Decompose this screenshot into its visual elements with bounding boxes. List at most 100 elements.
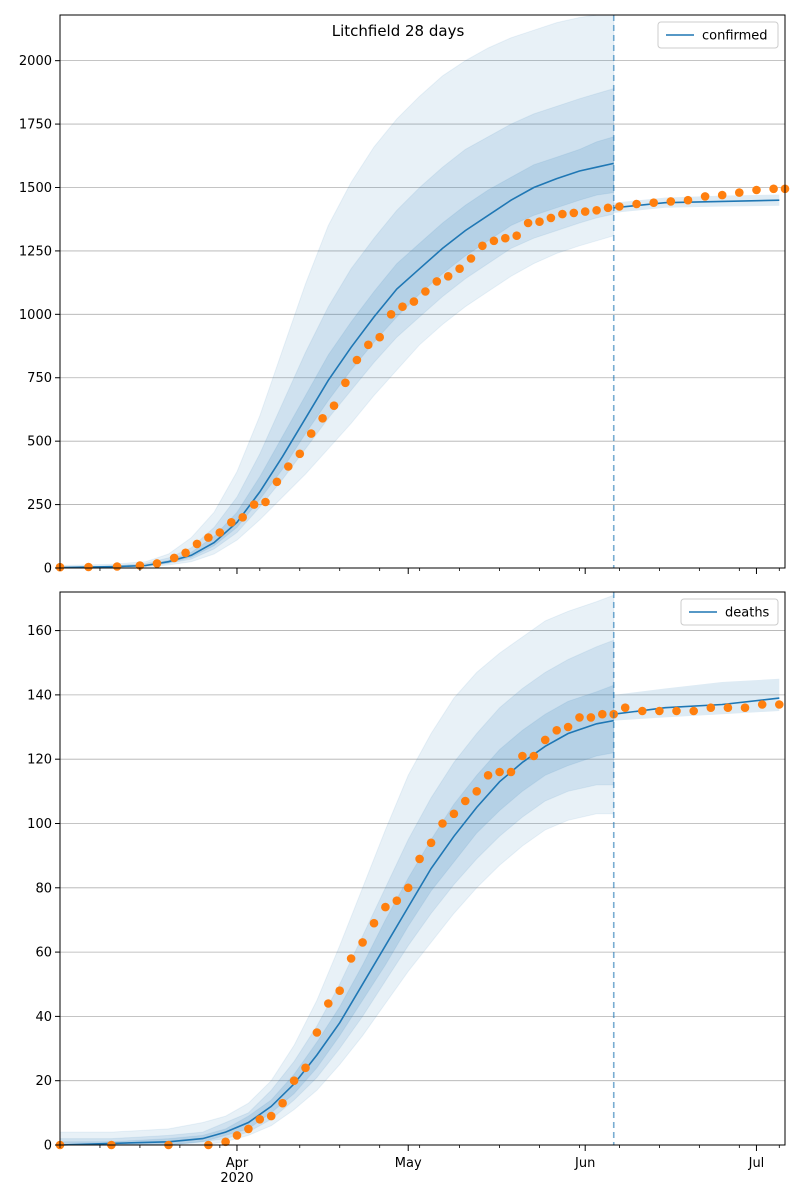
deaths-observed-point	[426, 838, 436, 848]
deaths-legend: deaths	[680, 598, 779, 626]
confirmed-observed-point	[169, 553, 179, 563]
confirmed-observed-point	[523, 218, 533, 228]
confirmed-plot-frame	[59, 14, 786, 569]
deaths-observed-point	[415, 854, 424, 864]
confirmed-observed-point	[558, 209, 567, 219]
confirmed-observed-point	[192, 539, 202, 549]
confirmed-observed-point	[443, 272, 453, 281]
deaths-y-tick-label: 40	[35, 1010, 52, 1025]
deaths-observed-point	[381, 902, 390, 912]
deaths-observed-point	[472, 787, 482, 796]
x-tick-label: Jul	[748, 1156, 765, 1171]
confirmed-observed-point	[227, 518, 236, 527]
confirmed-observed-point	[569, 208, 579, 218]
confirmed-y-tick-label: 1500	[19, 181, 52, 196]
confirmed-y-tick-label: 750	[27, 371, 52, 386]
deaths-observed-point	[232, 1131, 242, 1140]
confirmed-observed-point	[375, 332, 385, 342]
confirmed-observed-point	[717, 190, 727, 200]
x-tick-label: May	[395, 1156, 422, 1171]
deaths-observed-point	[518, 751, 527, 761]
deaths-observed-point	[563, 722, 573, 732]
deaths-observed-point	[655, 706, 664, 716]
deaths-y-tick-label: 20	[35, 1074, 52, 1089]
confirmed-observed-point	[306, 429, 316, 438]
confirmed-panel: 0 250 500 750 1000 1250 1500 1750 2000 confirmed	[19, 14, 790, 577]
confirmed-y-tick-label: 1250	[19, 244, 52, 259]
deaths-observed-point	[289, 1076, 299, 1085]
confirmed-legend: confirmed	[657, 21, 779, 49]
deaths-y-tick-label: 120	[27, 753, 52, 768]
deaths-observed-point	[312, 1028, 322, 1037]
deaths-observed-point	[723, 703, 733, 712]
deaths-observed-point	[221, 1137, 230, 1147]
confirmed-observed-point	[421, 287, 430, 296]
deaths-observed-point	[638, 706, 647, 716]
figure-title: Litchfield 28 days	[332, 22, 465, 40]
confirmed-observed-point	[455, 264, 464, 274]
confirmed-observed-point	[700, 192, 710, 201]
confirmed-observed-point	[318, 414, 327, 423]
confirmed-observed-points	[55, 184, 790, 572]
deaths-observed-point	[438, 819, 447, 828]
confirmed-observed-point	[649, 198, 658, 207]
deaths-y-tick-label: 160	[27, 624, 52, 639]
deaths-observed-point	[775, 700, 784, 709]
confirmed-observed-point	[592, 206, 601, 215]
x-year-label: 2020	[220, 1171, 253, 1186]
confirmed-observed-point	[295, 449, 305, 459]
deaths-observed-point	[255, 1115, 265, 1124]
deaths-y-tick-label: 100	[27, 817, 52, 832]
deaths-observed-point	[598, 709, 607, 719]
deaths-observed-point	[706, 703, 716, 712]
deaths-observed-point	[324, 999, 333, 1008]
confirmed-legend-box	[657, 21, 779, 49]
deaths-observed-point	[301, 1063, 310, 1073]
deaths-y-tick-label: 60	[35, 946, 52, 961]
confirmed-observed-point	[752, 185, 761, 195]
deaths-observed-point	[689, 706, 698, 716]
confirmed-observed-point	[398, 302, 407, 312]
deaths-observed-point	[620, 703, 630, 712]
confirmed-observed-point	[386, 310, 396, 319]
deaths-observed-point	[346, 954, 356, 963]
deaths-y-tick-label: 80	[35, 881, 52, 896]
confirmed-observed-point	[580, 207, 590, 216]
confirmed-observed-point	[769, 184, 778, 194]
confirmed-observed-point	[615, 202, 624, 211]
deaths-observed-point	[586, 713, 596, 722]
confirmed-observed-point	[84, 562, 93, 572]
confirmed-observed-point	[478, 241, 487, 251]
deaths-y-axis: 0 20 40 60 80 100 120 140 160	[27, 624, 60, 1154]
confirmed-observed-point	[249, 500, 259, 509]
confirmed-observed-point	[546, 213, 556, 223]
confirmed-observed-point	[261, 497, 270, 507]
confirmed-observed-point	[341, 378, 350, 388]
confirmed-observed-point	[666, 197, 676, 206]
deaths-observed-point	[575, 713, 584, 722]
deaths-observed-point	[244, 1124, 253, 1134]
confirmed-observed-point	[284, 462, 293, 471]
confirmed-observed-point	[466, 254, 476, 263]
deaths-legend-label: deaths	[725, 606, 770, 621]
confirmed-observed-point	[152, 559, 162, 568]
confirmed-observed-point	[432, 277, 442, 286]
deaths-observed-point	[529, 751, 539, 761]
deaths-plot-frame	[59, 591, 786, 1146]
confirmed-observed-point	[364, 340, 373, 350]
confirmed-observed-point	[329, 401, 339, 411]
deaths-y-tick-label: 0	[44, 1139, 52, 1154]
deaths-observed-point	[672, 706, 681, 716]
deaths-observed-point	[461, 796, 470, 806]
deaths-y-tick-label: 140	[27, 688, 52, 703]
confirmed-observed-point	[112, 562, 122, 571]
confirmed-y-tick-label: 2000	[19, 54, 52, 69]
confirmed-observed-point	[512, 231, 521, 240]
confirmed-y-tick-label: 1750	[19, 118, 52, 133]
confirmed-observed-point	[632, 199, 641, 209]
deaths-observed-point	[449, 809, 459, 819]
confirmed-observed-point	[535, 217, 544, 226]
confirmed-y-tick-label: 250	[27, 498, 52, 513]
deaths-observed-point	[495, 767, 504, 777]
